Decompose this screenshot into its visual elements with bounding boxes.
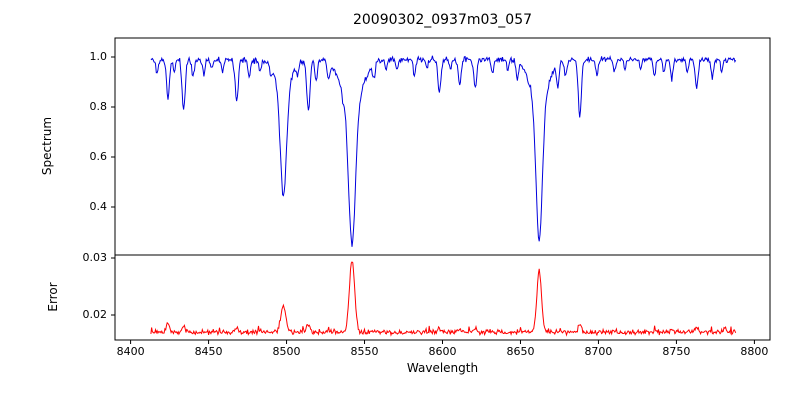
x-tick-label: 8600 <box>428 345 457 358</box>
x-tick-label: 8750 <box>662 345 691 358</box>
x-tick-label: 8800 <box>740 345 769 358</box>
x-tick-label: 8550 <box>350 345 379 358</box>
y-tick-label: 1.0 <box>89 50 108 63</box>
x-tick-label: 8500 <box>272 345 301 358</box>
chart-title: 20090302_0937m03_057 <box>352 12 533 28</box>
x-tick-label: 8450 <box>194 345 223 358</box>
error-line <box>150 261 737 337</box>
y-tick-label: 0.03 <box>82 250 108 264</box>
y-axis-label-spectrum: Spectrum <box>40 116 54 176</box>
y-tick-label: 0.8 <box>89 100 108 113</box>
spectrum-line <box>150 55 737 247</box>
x-tick-label: 8650 <box>506 345 535 358</box>
x-axis-label: Wavelength <box>406 361 479 375</box>
y-tick-label: 0.02 <box>82 307 108 321</box>
y-tick-label: 0.4 <box>89 200 108 213</box>
spectrum-panel-frame <box>114 37 771 256</box>
x-tick-label: 8700 <box>584 345 613 358</box>
error-panel-frame <box>114 254 771 341</box>
x-tick-label: 8400 <box>116 345 145 358</box>
y-tick-label: 0.6 <box>89 150 108 163</box>
